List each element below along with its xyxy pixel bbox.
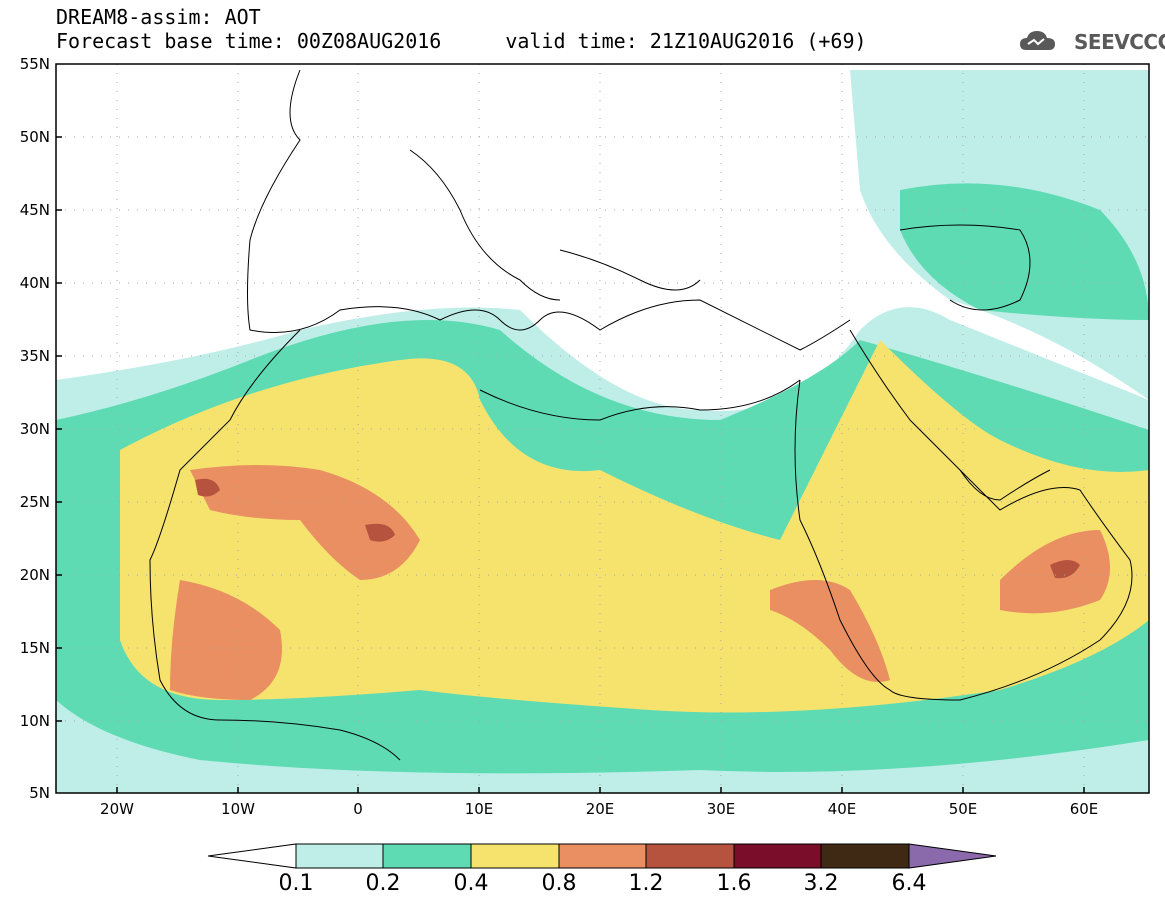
lon-label: 50E xyxy=(948,800,978,818)
colorbar xyxy=(207,843,997,869)
lat-label: 40N xyxy=(19,274,50,292)
colorbar-seg-3 xyxy=(470,843,560,869)
forecast-times: Forecast base time: 00Z08AUG2016 valid ti… xyxy=(56,30,867,52)
colorbar-label: 6.4 xyxy=(891,871,927,896)
lat-label: 35N xyxy=(19,347,50,365)
colorbar-label: 3.2 xyxy=(803,871,839,896)
aot-band-0.8-west xyxy=(190,465,420,580)
aot-band-0.2-east xyxy=(900,183,1149,320)
colorbar-seg-2 xyxy=(382,843,472,869)
logo-text: SEEVCCC xyxy=(1074,30,1165,54)
valid-time: valid time: 21Z10AUG2016 (+69) xyxy=(505,29,867,53)
lat-label: 20N xyxy=(19,566,50,584)
aot-band-0.8-sahel xyxy=(170,580,282,700)
aot-band-1.2-a xyxy=(195,478,220,497)
colorbar-label: 0.8 xyxy=(541,871,577,896)
lat-label: 25N xyxy=(19,493,50,511)
coastlines xyxy=(149,69,1133,761)
lat-label: 15N xyxy=(19,639,50,657)
lat-label: 30N xyxy=(19,420,50,438)
colorbar-seg-4 xyxy=(558,843,647,869)
base-time: Forecast base time: 00Z08AUG2016 xyxy=(56,29,442,53)
lat-label: 45N xyxy=(19,201,50,219)
colorbar-seg-8 xyxy=(908,843,997,869)
map-title: DREAM8-assim: AOT xyxy=(56,5,261,29)
colorbar-label: 0.4 xyxy=(453,871,489,896)
lon-label: 10E xyxy=(464,800,494,818)
lon-label: 40E xyxy=(827,800,857,818)
lon-label: 20E xyxy=(585,800,615,818)
lon-label: 60E xyxy=(1069,800,1099,818)
cloud-logo-icon xyxy=(1020,31,1055,50)
lon-label: 10W xyxy=(221,800,255,818)
aot-band-1.2-c xyxy=(1050,560,1080,579)
colorbar-seg-5 xyxy=(645,843,735,869)
colorbar-label: 0.2 xyxy=(365,871,401,896)
colorbar-seg-7 xyxy=(820,843,910,869)
colorbar-label: 0.1 xyxy=(278,871,314,896)
colorbar-seg-1 xyxy=(295,843,384,869)
colorbar-seg-0 xyxy=(207,843,297,869)
colorbar-label: 1.6 xyxy=(716,871,752,896)
lat-label: 10N xyxy=(19,712,50,730)
lat-label: 50N xyxy=(19,128,50,146)
colorbar-seg-6 xyxy=(733,843,822,869)
lat-label: 5N xyxy=(29,784,50,802)
lon-label: 20W xyxy=(100,800,134,818)
lon-label: 0 xyxy=(353,800,363,818)
aot-band-0.4 xyxy=(120,340,1149,713)
lon-label: 30E xyxy=(706,800,736,818)
lat-label: 55N xyxy=(19,55,50,73)
colorbar-label: 1.2 xyxy=(628,871,664,896)
aot-band-1.2-b xyxy=(365,523,395,542)
